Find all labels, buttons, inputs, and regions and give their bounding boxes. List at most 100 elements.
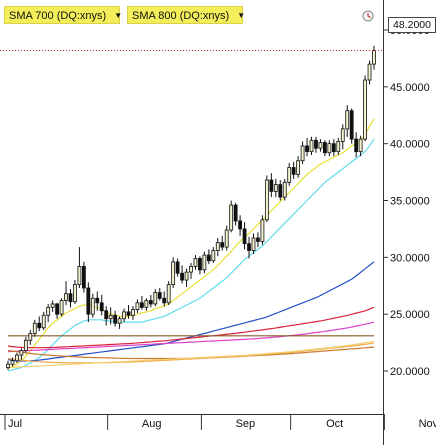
candle-body	[296, 160, 301, 175]
legend-sma-700[interactable]: SMA 700 (DQ:xnys) ▼	[4, 6, 123, 24]
ma-series-4	[7, 321, 375, 353]
candle-body	[184, 271, 189, 281]
candle-body	[287, 167, 292, 183]
candle-body	[171, 261, 176, 286]
chevron-down-icon[interactable]: ▼	[237, 11, 246, 21]
candle-body	[6, 363, 10, 368]
candle-body	[336, 140, 341, 153]
candle-body	[122, 311, 126, 320]
candle-body	[363, 79, 367, 140]
candle-body	[64, 293, 68, 301]
candle-body	[206, 254, 211, 262]
clock-icon[interactable]	[362, 10, 374, 22]
ma-series-1	[7, 138, 375, 372]
legend-sma-800[interactable]: SMA 800 (DQ:xnys) ▼	[127, 6, 246, 24]
candle-body	[23, 339, 28, 351]
candle-body	[247, 243, 251, 251]
candle-body	[108, 314, 113, 320]
candle-body	[229, 204, 234, 231]
candle-body	[189, 266, 193, 273]
candle-body	[367, 63, 372, 81]
candle-body	[345, 110, 350, 130]
candle-body	[269, 179, 274, 192]
candle-body	[211, 250, 216, 262]
candle-body	[41, 314, 46, 329]
candle-body	[251, 237, 256, 251]
candle-body	[59, 300, 64, 315]
candle-body	[144, 300, 149, 308]
ma-series-0	[7, 118, 375, 370]
x-tick-label: Jul	[8, 418, 22, 430]
candle-body	[95, 297, 100, 304]
ma-series-8	[7, 340, 375, 369]
candle-body	[323, 142, 327, 154]
candle-body	[131, 309, 135, 316]
candle-body	[305, 145, 309, 153]
candle-body	[220, 242, 225, 248]
candle-body	[215, 242, 220, 251]
candle-body	[117, 318, 122, 324]
candle-body	[233, 204, 238, 222]
x-tick-label: Nov	[419, 418, 436, 430]
candle-body	[260, 219, 265, 242]
candle-body	[99, 302, 104, 312]
candle-body	[273, 184, 278, 192]
ma-series-7	[7, 342, 375, 364]
candle-body	[37, 322, 42, 329]
candle-body	[55, 303, 59, 315]
candle-body	[193, 258, 198, 267]
candle-body	[180, 272, 184, 281]
y-tick-label: 45.0000	[390, 82, 430, 94]
candle-body	[309, 139, 314, 153]
candle-body	[198, 258, 202, 271]
candle-body	[19, 350, 24, 356]
candle-body	[331, 143, 336, 153]
candle-body	[135, 302, 140, 311]
candle-body	[113, 314, 118, 324]
x-tick-label: Aug	[142, 418, 162, 430]
y-tick-label: 40.0000	[390, 139, 430, 151]
candle-body	[358, 138, 363, 153]
candle-body	[157, 292, 162, 299]
legend-sma-700-label: SMA 700 (DQ:xnys)	[9, 10, 107, 22]
candle-body	[282, 181, 287, 198]
y-tick-label: 20.0000	[390, 366, 430, 378]
candle-body	[256, 237, 260, 242]
candle-body	[126, 311, 131, 316]
candle-body	[224, 229, 229, 248]
candle-body	[28, 333, 33, 341]
chevron-down-icon[interactable]: ▼	[114, 11, 123, 21]
candle-body	[153, 292, 158, 305]
x-tick-label: Sep	[236, 418, 256, 430]
candle-body	[372, 50, 376, 65]
candle-body	[86, 287, 91, 315]
candle-body	[73, 284, 77, 303]
candle-body	[162, 297, 167, 304]
candle-body	[140, 302, 144, 308]
candle-body	[46, 306, 51, 316]
candle-body	[327, 143, 332, 154]
candle-body	[148, 300, 153, 305]
candle-body	[340, 128, 345, 142]
y-tick-label: 25.0000	[390, 309, 430, 321]
candle-body	[10, 360, 15, 365]
candle-body	[278, 184, 283, 198]
candle-body	[264, 179, 269, 221]
moving-average-lines	[7, 118, 375, 372]
y-tick-label: 30.0000	[390, 252, 430, 264]
candle-body	[202, 254, 207, 271]
candle-body	[104, 310, 109, 320]
candle-body	[81, 266, 86, 289]
candle-body	[318, 142, 323, 149]
candle-body	[166, 284, 171, 304]
candle-body	[349, 110, 354, 140]
candle-body	[300, 145, 305, 162]
candle-body	[354, 138, 359, 153]
candle-body	[77, 266, 82, 286]
candle-body	[68, 293, 73, 303]
last-price-label: 48.2000	[388, 17, 436, 33]
candle-body	[291, 167, 296, 175]
candlesticks	[6, 45, 376, 370]
y-tick-label: 35.0000	[390, 196, 430, 208]
